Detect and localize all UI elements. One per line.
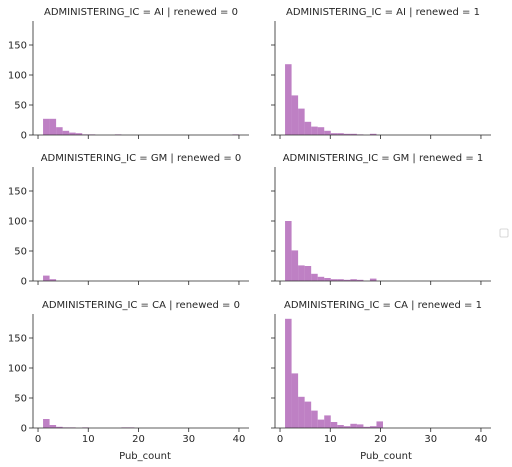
histogram-bar	[343, 279, 351, 281]
x-tick-label: 30	[182, 434, 195, 445]
histogram-bar	[363, 426, 370, 428]
histogram-bar	[56, 426, 63, 428]
histogram-bar	[69, 132, 76, 135]
histogram-bar	[317, 127, 325, 135]
histogram-bar	[285, 221, 292, 281]
histogram-bar	[350, 133, 357, 135]
histogram-bar	[298, 396, 305, 428]
histogram-bar	[369, 426, 377, 428]
y-tick-label: 150	[8, 41, 27, 52]
histogram-bar	[49, 279, 57, 281]
histogram-bar	[343, 133, 351, 135]
facet-title: ADMINISTERING_IC = AI | renewed = 0	[44, 7, 238, 18]
histogram-bar	[356, 279, 364, 281]
y-tick-label: 100	[8, 364, 27, 375]
histogram-bar	[337, 425, 344, 428]
y-tick-label: 100	[8, 217, 27, 228]
x-tick-label: 20	[132, 434, 145, 445]
x-tick-label: 40	[475, 434, 488, 445]
histogram-bar	[43, 275, 50, 281]
x-tick-label: 40	[233, 434, 246, 445]
y-tick-label: 150	[8, 187, 27, 198]
histogram-bar	[291, 250, 299, 281]
histogram-bar	[369, 133, 377, 135]
histogram-bar	[311, 410, 318, 428]
x-tick-label: 10	[82, 434, 95, 445]
facet-panel: ADMINISTERING_IC = CA | renewed = 0 0 50 10…	[8, 300, 249, 445]
histogram-bar	[330, 133, 338, 135]
facet-panel: ADMINISTERING_IC = AI | renewed = 1	[271, 7, 491, 139]
facet-panel: ADMINISTERING_IC = CA | renewed = 1 0 10 20…	[271, 300, 491, 445]
y-tick-label: 50	[14, 247, 27, 258]
histogram-bar	[311, 126, 318, 135]
x-tick-label: 30	[424, 434, 437, 445]
histogram-bar	[291, 373, 299, 428]
y-tick-label: 0	[21, 424, 27, 435]
facet-title: ADMINISTERING_IC = AI | renewed = 1	[286, 7, 480, 18]
histogram-bar	[304, 121, 312, 135]
histogram-bar	[304, 266, 312, 281]
x-axis-label-left: Pub_count	[119, 451, 171, 462]
y-tick-label: 0	[21, 131, 27, 142]
histogram-bar	[311, 273, 318, 281]
histogram-bar	[330, 279, 338, 281]
histogram-bar	[75, 133, 83, 135]
facet-panel: ADMINISTERING_IC = GM | renewed = 1	[271, 153, 491, 285]
facet-title: ADMINISTERING_IC = CA | renewed = 0	[42, 300, 240, 311]
x-tick-label: 10	[324, 434, 337, 445]
facet-panels: ADMINISTERING_IC = AI | renewed = 0 0 50 10…	[8, 7, 491, 445]
histogram-bar	[317, 419, 325, 428]
x-tick-label: 0	[277, 434, 283, 445]
histogram-bar	[298, 265, 305, 281]
histogram-bar	[317, 276, 325, 281]
histogram-bar	[291, 95, 299, 135]
histogram-bar	[324, 130, 331, 135]
x-tick-label: 0	[35, 434, 41, 445]
x-axis-label-right: Pub_count	[360, 451, 412, 462]
histogram-bar	[62, 130, 70, 135]
histogram-bar	[337, 279, 344, 281]
histogram-bar	[49, 425, 57, 428]
y-tick-label: 0	[21, 277, 27, 288]
histogram-bar	[49, 118, 57, 135]
histogram-bar	[369, 278, 377, 281]
facet-title: ADMINISTERING_IC = GM | renewed = 0	[41, 153, 242, 164]
histogram-bar	[350, 279, 357, 281]
histogram-bar	[304, 401, 312, 428]
histogram-bar	[324, 278, 331, 281]
histogram-bar	[343, 426, 351, 428]
histogram-bar	[285, 64, 292, 135]
histogram-bar	[43, 419, 50, 428]
histogram-bar	[43, 118, 50, 135]
y-tick-label: 100	[8, 71, 27, 82]
histogram-bar	[56, 127, 63, 135]
legend-box	[499, 228, 509, 238]
histogram-bar	[285, 318, 292, 428]
histogram-bar	[324, 415, 331, 428]
histogram-bar	[356, 424, 364, 428]
histogram-bar	[330, 422, 338, 428]
histogram-bar	[350, 423, 357, 428]
facet-panel: ADMINISTERING_IC = AI | renewed = 0 0 50 10…	[8, 7, 249, 142]
facet-title: ADMINISTERING_IC = CA | renewed = 1	[284, 300, 482, 311]
histogram-bar	[337, 133, 344, 135]
y-tick-label: 50	[14, 394, 27, 405]
y-tick-label: 50	[14, 101, 27, 112]
facet-title: ADMINISTERING_IC = GM | renewed = 1	[283, 153, 484, 164]
histogram-bar	[298, 108, 305, 135]
facet-panel: ADMINISTERING_IC = GM | renewed = 0 0 50 10…	[8, 153, 249, 288]
histogram-bar	[376, 421, 383, 428]
x-tick-label: 20	[374, 434, 387, 445]
y-tick-label: 150	[8, 334, 27, 345]
